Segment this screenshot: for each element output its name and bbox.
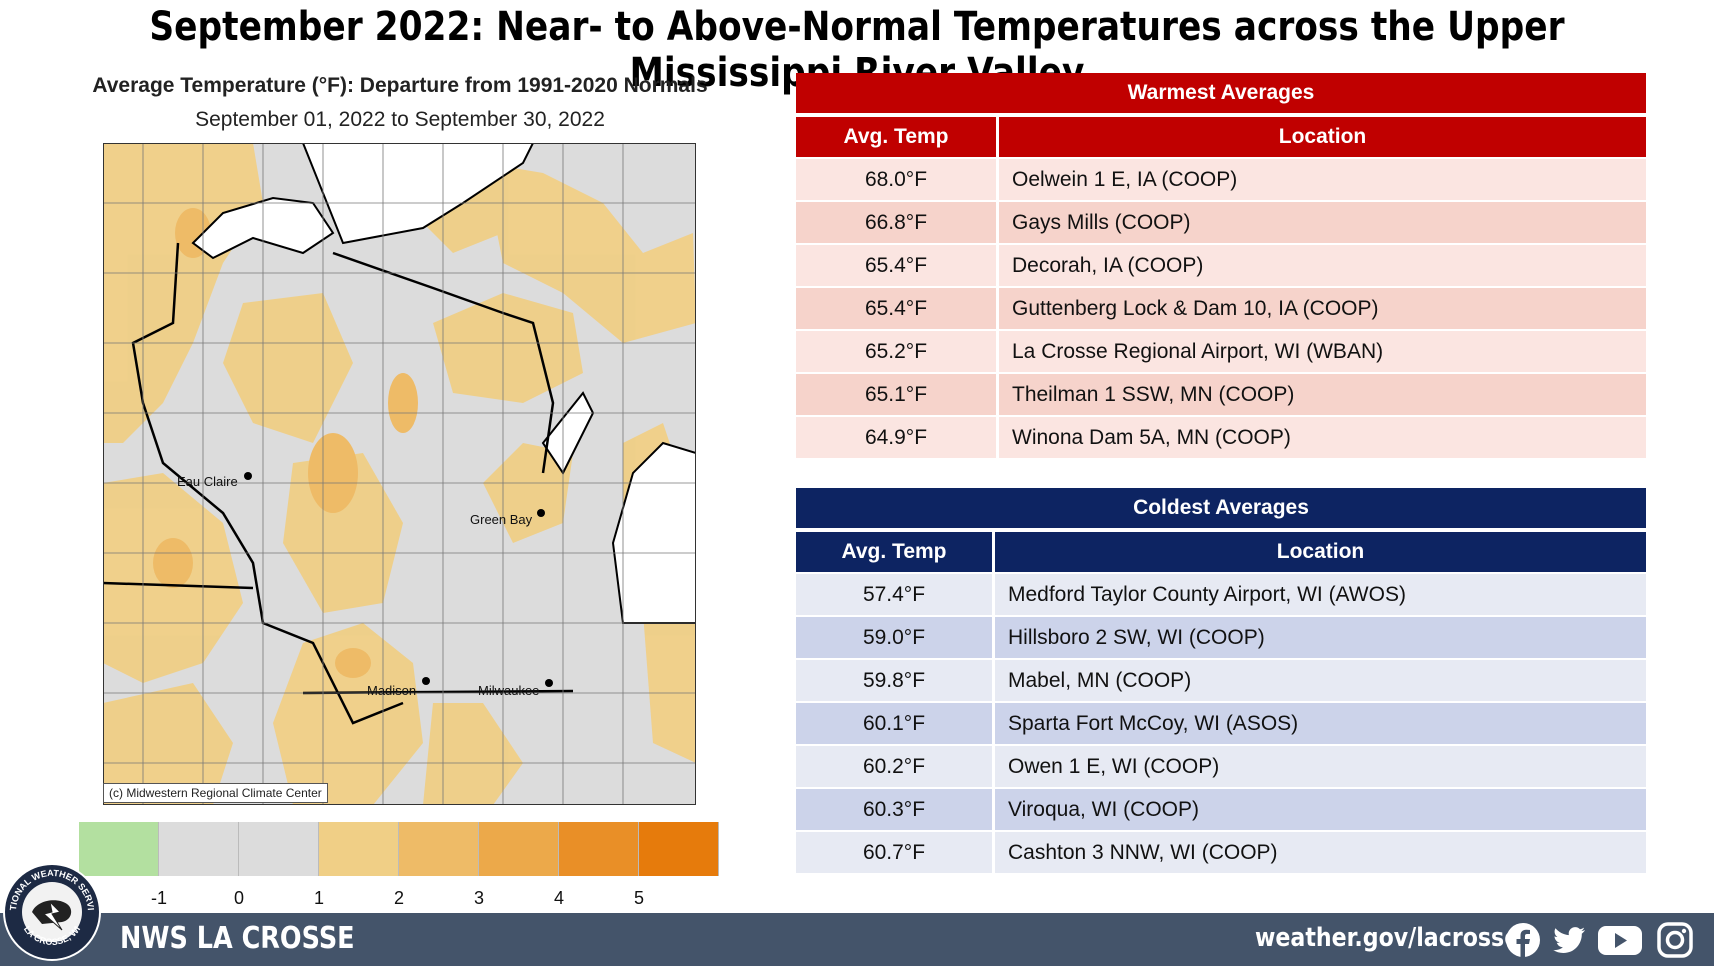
legend-swatch <box>79 822 159 876</box>
facebook-icon[interactable] <box>1505 922 1541 958</box>
color-legend <box>79 822 719 876</box>
table-row: 68.0°F Oelwein 1 E, IA (COOP) <box>796 159 1646 200</box>
legend-label: 2 <box>393 888 404 908</box>
legend-labels: -1 0 1 2 3 4 5 <box>79 888 719 910</box>
table-row: 60.2°F Owen 1 E, WI (COOP) <box>796 746 1646 787</box>
warmest-table: Warmest Averages Avg. Temp Location 68.0… <box>796 73 1646 458</box>
coldest-table: Coldest Averages Avg. Temp Location 57.4… <box>796 488 1646 873</box>
legend-label: 3 <box>473 888 484 908</box>
legend-label: 5 <box>633 888 644 908</box>
location-cell: Viroqua, WI (COOP) <box>995 789 1646 830</box>
map-copyright: (c) Midwestern Regional Climate Center <box>103 783 328 803</box>
location-cell: Gays Mills (COOP) <box>999 202 1646 243</box>
location-cell: La Crosse Regional Airport, WI (WBAN) <box>999 331 1646 372</box>
legend-swatch <box>639 822 719 876</box>
avg-temp-cell: 68.0°F <box>796 159 996 200</box>
temperature-departure-map: Eau Claire Green Bay Madison Milwaukee <box>103 143 696 805</box>
legend-label: -1 <box>150 888 167 908</box>
avg-temp-cell: 65.1°F <box>796 374 996 415</box>
warmest-title: Warmest Averages <box>796 73 1646 113</box>
map-title: Average Temperature (°F): Departure from… <box>92 74 708 97</box>
legend-swatch <box>559 822 639 876</box>
table-row: 57.4°F Medford Taylor County Airport, WI … <box>796 574 1646 615</box>
coldest-header: Avg. Temp Location <box>796 532 1646 572</box>
location-cell: Theilman 1 SSW, MN (COOP) <box>999 374 1646 415</box>
legend-swatch <box>399 822 479 876</box>
table-row: 65.4°F Guttenberg Lock & Dam 10, IA (COOP… <box>796 288 1646 329</box>
avg-temp-cell: 60.1°F <box>796 703 992 744</box>
warmest-header: Avg. Temp Location <box>796 117 1646 157</box>
youtube-icon[interactable] <box>1597 922 1643 958</box>
coldest-title: Coldest Averages <box>796 488 1646 528</box>
table-row: 60.1°F Sparta Fort McCoy, WI (ASOS) <box>796 703 1646 744</box>
instagram-icon[interactable] <box>1657 922 1693 958</box>
location-cell: Decorah, IA (COOP) <box>999 245 1646 286</box>
footer-bar: NWS LA CROSSE weather.gov/lacrosse <box>0 913 1714 966</box>
legend-label: 0 <box>233 888 244 908</box>
location-cell: Medford Taylor County Airport, WI (AWOS) <box>995 574 1646 615</box>
nws-logo: NATIONAL WEATHER SERVICE LA CROSSE, WI <box>2 862 101 961</box>
table-row: 64.9°F Winona Dam 5A, MN (COOP) <box>796 417 1646 458</box>
location-cell: Oelwein 1 E, IA (COOP) <box>999 159 1646 200</box>
avg-temp-cell: 60.2°F <box>796 746 992 787</box>
location-cell: Owen 1 E, WI (COOP) <box>995 746 1646 787</box>
coldest-col-temp: Avg. Temp <box>796 532 992 572</box>
avg-temp-cell: 66.8°F <box>796 202 996 243</box>
legend-swatch <box>479 822 559 876</box>
avg-temp-cell: 57.4°F <box>796 574 992 615</box>
table-row: 65.4°F Decorah, IA (COOP) <box>796 245 1646 286</box>
city-label-milwaukee: Milwaukee <box>478 683 539 698</box>
avg-temp-cell: 65.4°F <box>796 245 996 286</box>
avg-temp-cell: 65.4°F <box>796 288 996 329</box>
twitter-icon[interactable] <box>1551 922 1587 958</box>
legend-swatch <box>319 822 399 876</box>
legend-label: 4 <box>553 888 564 908</box>
city-label-eau-claire: Eau Claire <box>177 474 238 489</box>
legend-swatch <box>239 822 319 876</box>
location-cell: Sparta Fort McCoy, WI (ASOS) <box>995 703 1646 744</box>
table-row: 66.8°F Gays Mills (COOP) <box>796 202 1646 243</box>
city-label-green-bay: Green Bay <box>470 512 533 527</box>
map-subtitle: September 01, 2022 to September 30, 2022 <box>195 108 605 131</box>
location-cell: Guttenberg Lock & Dam 10, IA (COOP) <box>999 288 1646 329</box>
avg-temp-cell: 60.7°F <box>796 832 992 873</box>
city-label-madison: Madison <box>367 683 416 698</box>
legend-swatch <box>159 822 239 876</box>
avg-temp-cell: 65.2°F <box>796 331 996 372</box>
avg-temp-cell: 59.0°F <box>796 617 992 658</box>
table-row: 65.2°F La Crosse Regional Airport, WI (WB… <box>796 331 1646 372</box>
table-row: 60.3°F Viroqua, WI (COOP) <box>796 789 1646 830</box>
footer-office-name: NWS LA CROSSE <box>120 921 355 956</box>
footer-website-link[interactable]: weather.gov/lacrosse <box>1255 923 1520 953</box>
legend-label: 1 <box>313 888 324 908</box>
location-cell: Hillsboro 2 SW, WI (COOP) <box>995 617 1646 658</box>
table-row: 59.0°F Hillsboro 2 SW, WI (COOP) <box>796 617 1646 658</box>
location-cell: Cashton 3 NNW, WI (COOP) <box>995 832 1646 873</box>
table-row: 60.7°F Cashton 3 NNW, WI (COOP) <box>796 832 1646 873</box>
warmest-col-temp: Avg. Temp <box>796 117 996 157</box>
location-cell: Winona Dam 5A, MN (COOP) <box>999 417 1646 458</box>
location-cell: Mabel, MN (COOP) <box>995 660 1646 701</box>
avg-temp-cell: 64.9°F <box>796 417 996 458</box>
avg-temp-cell: 60.3°F <box>796 789 992 830</box>
table-row: 65.1°F Theilman 1 SSW, MN (COOP) <box>796 374 1646 415</box>
table-row: 59.8°F Mabel, MN (COOP) <box>796 660 1646 701</box>
warmest-col-location: Location <box>999 117 1646 157</box>
avg-temp-cell: 59.8°F <box>796 660 992 701</box>
coldest-col-location: Location <box>995 532 1646 572</box>
